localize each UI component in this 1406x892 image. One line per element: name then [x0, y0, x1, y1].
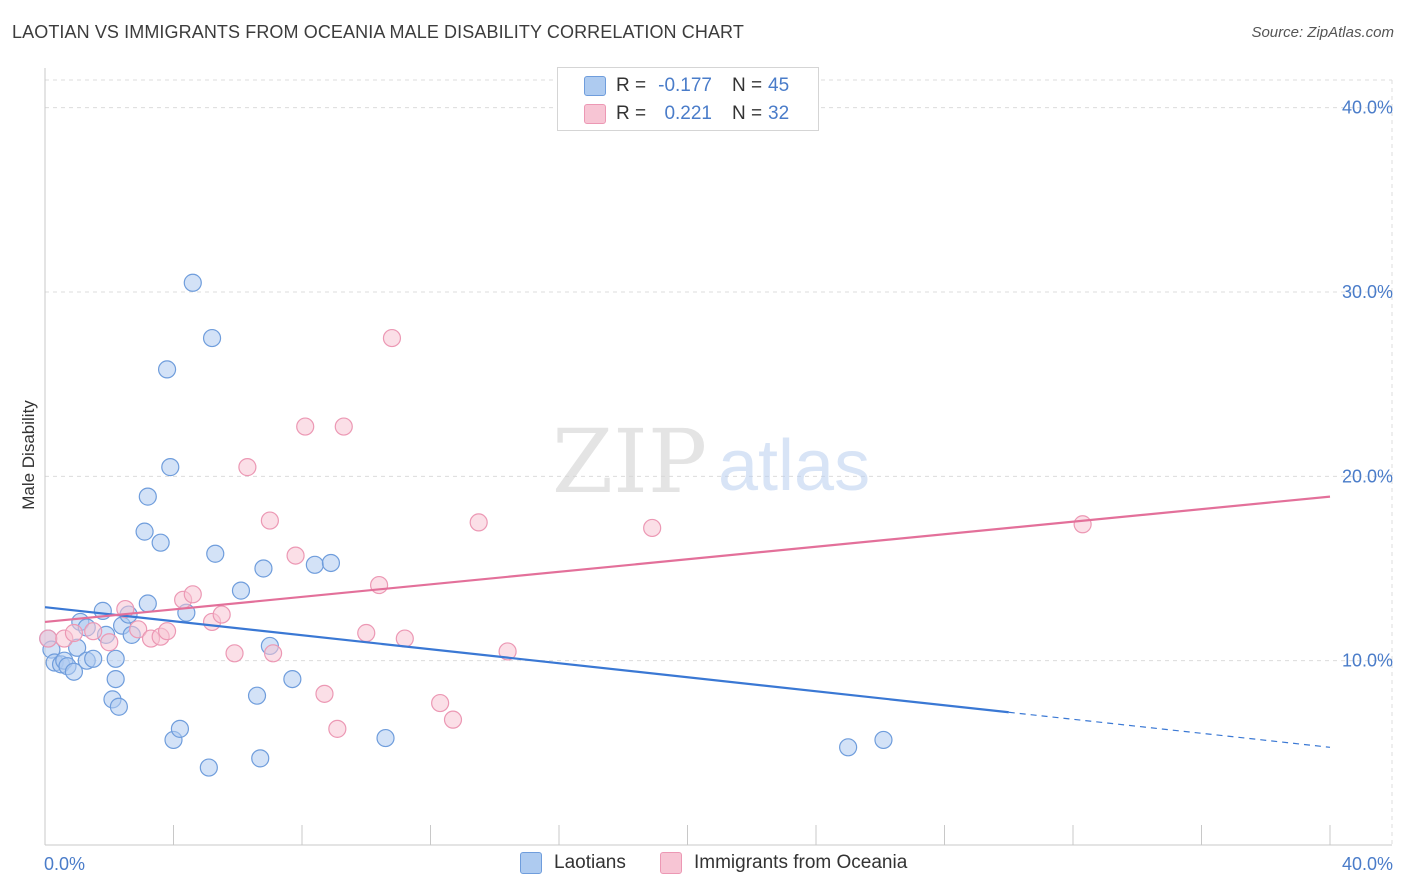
- point-laotians[interactable]: [64, 662, 84, 681]
- legend-r-value: -0.177: [658, 75, 712, 96]
- y-tick-label: 30.0%: [1342, 282, 1393, 302]
- point-oceania[interactable]: [64, 623, 84, 643]
- point-laotians[interactable]: [138, 594, 157, 613]
- point-laotians[interactable]: [135, 522, 154, 541]
- y-axis-label: Male Disability: [19, 400, 38, 510]
- x-tick-label: 0.0%: [44, 854, 85, 874]
- point-oceania[interactable]: [263, 644, 283, 663]
- point-oceania[interactable]: [357, 623, 376, 643]
- legend-n-value: 45: [768, 75, 790, 96]
- point-laotians[interactable]: [157, 360, 177, 379]
- legend-row-laotians: R = -0.177 N = 45: [558, 72, 789, 100]
- point-laotians[interactable]: [202, 328, 222, 348]
- point-oceania[interactable]: [431, 693, 450, 713]
- point-laotians[interactable]: [231, 581, 251, 600]
- legend-swatch-blue: [520, 852, 542, 874]
- watermark-atlas: atlas: [718, 426, 870, 506]
- point-oceania[interactable]: [395, 629, 414, 648]
- point-oceania[interactable]: [238, 458, 257, 477]
- point-laotians[interactable]: [874, 730, 893, 750]
- point-oceania[interactable]: [100, 633, 119, 652]
- watermark-zip: ZIP: [552, 410, 707, 513]
- point-oceania[interactable]: [498, 642, 517, 661]
- point-laotians[interactable]: [199, 758, 218, 777]
- legend-swatch-pink: [584, 104, 606, 124]
- legend-row-oceania: R = 0.221 N = 32: [558, 100, 789, 128]
- y-tick-label: 20.0%: [1342, 466, 1393, 486]
- legend-swatch-blue: [584, 76, 606, 96]
- legend-correlation: R = -0.177 N = 45 R = 0.221 N = 32: [557, 67, 819, 131]
- point-laotians[interactable]: [84, 649, 103, 668]
- point-oceania[interactable]: [469, 513, 488, 532]
- point-oceania[interactable]: [39, 629, 58, 648]
- legend-r-value: 0.221: [664, 103, 712, 124]
- tick-labels: 10.0% 20.0% 30.0% 40.0% 0.0% 40.0%: [44, 98, 1393, 874]
- point-laotians[interactable]: [251, 749, 270, 768]
- legend-swatch-pink: [660, 852, 682, 874]
- point-laotians[interactable]: [138, 487, 157, 506]
- point-laotians[interactable]: [305, 555, 324, 574]
- point-oceania[interactable]: [643, 518, 662, 538]
- legend-n-label: N =: [732, 103, 763, 124]
- point-oceania[interactable]: [328, 719, 347, 738]
- point-laotians[interactable]: [206, 544, 225, 563]
- point-laotians[interactable]: [106, 649, 125, 668]
- legend-label-oceania: Immigrants from Oceania: [694, 852, 908, 873]
- watermark: ZIP atlas: [552, 410, 870, 513]
- point-laotians[interactable]: [283, 669, 302, 689]
- legend-r-label: R =: [616, 103, 647, 124]
- legend-series: Laotians Immigrants from Oceania: [0, 852, 1406, 876]
- y-tick-label: 10.0%: [1342, 651, 1393, 671]
- point-laotians[interactable]: [170, 719, 190, 738]
- point-laotians[interactable]: [254, 559, 273, 578]
- point-oceania[interactable]: [129, 620, 148, 639]
- point-laotians[interactable]: [247, 686, 267, 705]
- point-laotians[interactable]: [183, 273, 202, 292]
- point-oceania[interactable]: [260, 511, 279, 530]
- point-laotians[interactable]: [321, 553, 341, 573]
- legend-item-laotians[interactable]: Laotians: [520, 852, 626, 874]
- point-oceania[interactable]: [212, 605, 231, 624]
- legend-item-oceania[interactable]: Immigrants from Oceania: [660, 852, 907, 874]
- point-oceania[interactable]: [286, 546, 305, 565]
- point-oceania[interactable]: [225, 644, 244, 663]
- point-laotians[interactable]: [376, 728, 395, 748]
- legend-label-laotians: Laotians: [554, 852, 626, 873]
- point-oceania[interactable]: [334, 417, 353, 436]
- point-oceania[interactable]: [443, 710, 463, 729]
- legend-n-value: 32: [768, 103, 790, 124]
- trendline-oceania: [44, 495, 1331, 624]
- point-oceania[interactable]: [84, 622, 103, 641]
- legend-n-label: N =: [732, 75, 763, 96]
- point-laotians[interactable]: [839, 738, 858, 757]
- point-laotians[interactable]: [106, 669, 125, 689]
- point-oceania[interactable]: [183, 585, 202, 604]
- trend-lines: [44, 495, 1331, 748]
- point-oceania[interactable]: [315, 684, 334, 703]
- point-oceania[interactable]: [1073, 515, 1092, 534]
- point-laotians[interactable]: [109, 697, 128, 716]
- trendline-laotians-extension: [1008, 711, 1331, 748]
- chart-title: LAOTIAN VS IMMIGRANTS FROM OCEANIA MALE …: [12, 22, 744, 42]
- point-oceania[interactable]: [382, 328, 402, 348]
- chart-source: Source: ZipAtlas.com: [1251, 24, 1394, 41]
- x-tick-label: 40.0%: [1342, 854, 1393, 874]
- point-oceania[interactable]: [296, 417, 315, 436]
- y-tick-label: 40.0%: [1342, 98, 1393, 118]
- point-laotians[interactable]: [151, 533, 170, 552]
- legend-r-label: R =: [616, 75, 647, 96]
- trendline-laotians: [44, 606, 1009, 714]
- axes: [44, 68, 1392, 846]
- point-laotians[interactable]: [161, 458, 180, 477]
- point-oceania[interactable]: [157, 622, 177, 641]
- scatter-points: [39, 273, 1092, 777]
